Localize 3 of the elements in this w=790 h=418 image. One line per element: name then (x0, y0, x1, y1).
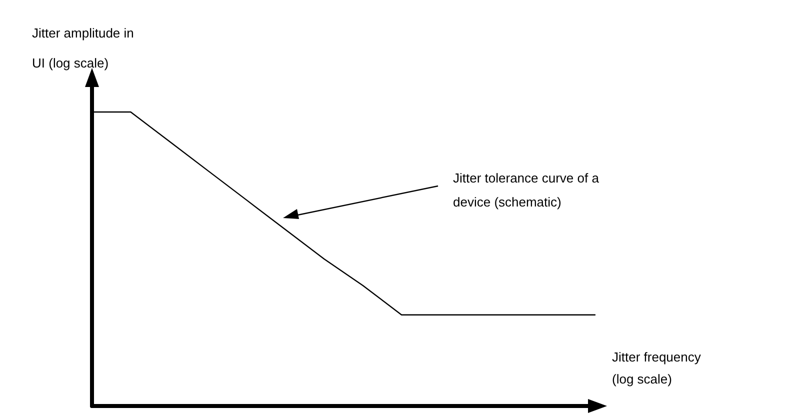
annotation: Jitter tolerance curve of a device (schematic) (453, 170, 603, 210)
y-axis-title: Jitter amplitude in UI (log scale) (32, 26, 138, 70)
x-axis-title: Jitter frequency (log scale) (612, 350, 704, 386)
